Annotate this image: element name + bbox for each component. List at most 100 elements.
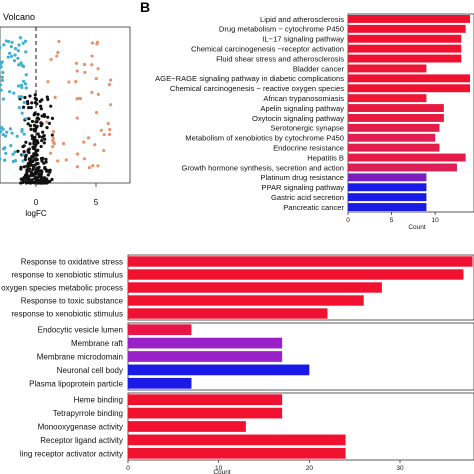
- volcano-point-down: [19, 61, 23, 65]
- volcano-point-down: [19, 83, 24, 87]
- volcano-point-up: [82, 157, 87, 161]
- volcano-point-ns: [35, 120, 39, 124]
- go-bar: [128, 308, 328, 319]
- volcano-point-ns: [19, 167, 23, 171]
- volcano-point-up: [99, 128, 103, 132]
- volcano-point-up: [82, 62, 87, 67]
- volcano-point-ns: [46, 173, 50, 177]
- kegg-category-label: Chemical carcinogenesis −receptor activa…: [191, 44, 344, 53]
- volcano-point-down: [8, 127, 13, 131]
- kegg-x-tick-label: 0: [346, 217, 350, 224]
- volcano-point-up: [75, 116, 79, 120]
- volcano-point-down: [22, 132, 26, 136]
- go-category-label: Membrane raft: [71, 339, 124, 348]
- go-category-label: Neuronal cell body: [57, 366, 123, 375]
- volcano-point-ns: [36, 132, 40, 136]
- kegg-category-label: Growth hormone synthesis, secretion and …: [181, 163, 344, 172]
- kegg-bar: [348, 183, 427, 192]
- volcano-point-down: [17, 106, 21, 110]
- volcano-point-up: [107, 83, 112, 87]
- volcano-point-up: [102, 148, 106, 153]
- volcano-point-ns: [45, 95, 49, 99]
- kegg-bar: [348, 113, 444, 122]
- volcano-point-down: [0, 82, 1, 86]
- volcano-point-down: [12, 59, 17, 63]
- volcano-point-ns: [29, 127, 33, 131]
- kegg-bar: [348, 133, 436, 142]
- volcano-point-down: [20, 129, 24, 134]
- volcano-point-down: [15, 134, 19, 138]
- go-bar: [128, 269, 464, 280]
- kegg-plot-frame: [347, 13, 474, 213]
- go-category-label: Membrane microdomain: [37, 353, 123, 362]
- volcano-point-ns: [34, 181, 38, 185]
- panel-b-label: B: [140, 0, 150, 15]
- volcano-point-down: [9, 144, 13, 148]
- volcano-point-ns: [26, 122, 30, 126]
- volcano-point-ns: [23, 173, 28, 177]
- volcano-point-ns: [45, 126, 49, 130]
- volcano-point-up: [75, 152, 80, 156]
- volcano-point-ns: [40, 135, 45, 139]
- kegg-bar: [348, 64, 427, 73]
- volcano-point-down: [11, 159, 15, 164]
- kegg-bar: [348, 44, 462, 53]
- kegg-category-label: Hepatitis B: [307, 153, 344, 162]
- volcano-point-down: [1, 133, 5, 137]
- go-category-label: response to xenobiotic stimulus: [11, 310, 123, 319]
- volcano-point-ns: [40, 98, 44, 102]
- volcano-point-ns: [30, 178, 34, 182]
- volcano-point-down: [16, 49, 20, 53]
- volcano-point-up: [74, 80, 78, 84]
- volcano-point-up: [109, 103, 113, 107]
- volcano-point-down: [0, 83, 3, 87]
- volcano-point-ns: [39, 156, 44, 161]
- volcano-point-ns: [35, 157, 39, 162]
- volcano-point-down: [0, 129, 3, 133]
- volcano-point-up: [53, 95, 57, 99]
- volcano-point-ns: [30, 154, 34, 158]
- volcano-point-up: [94, 76, 98, 81]
- kegg-category-label: African trypanosomiasis: [263, 94, 344, 103]
- kegg-bar: [348, 94, 427, 103]
- volcano-point-ns: [37, 174, 41, 178]
- volcano-point-down: [24, 86, 28, 90]
- volcano-point-up: [51, 129, 56, 134]
- volcano-point-ns: [40, 177, 44, 181]
- volcano-point-down: [1, 97, 6, 101]
- go-bar: [128, 282, 382, 293]
- volcano-point-down: [0, 60, 4, 64]
- volcano-point-down: [16, 84, 21, 88]
- go-x-tick-label: 10: [215, 465, 223, 472]
- volcano-point-ns: [33, 111, 37, 115]
- volcano-point-ns: [32, 153, 36, 157]
- go-category-label: Monooxygenase activity: [38, 423, 123, 432]
- volcano-point-ns: [28, 124, 33, 128]
- go-category-label: Response to oxidative stress: [21, 258, 123, 267]
- volcano-point-ns: [32, 173, 36, 177]
- volcano-point-ns: [40, 159, 44, 163]
- volcano-point-ns: [31, 159, 35, 164]
- kegg-bar: [348, 84, 470, 93]
- volcano-point-down: [6, 39, 11, 44]
- volcano-point-up: [76, 96, 81, 101]
- volcano-point-ns: [40, 170, 44, 174]
- go-bar-chart: Response to oxidative stress response to …: [1, 254, 474, 474]
- volcano-point-down: [3, 134, 8, 138]
- volcano-point-up: [90, 90, 94, 95]
- go-x-axis-label: Count: [213, 469, 231, 474]
- volcano-point-up: [45, 120, 49, 124]
- volcano-point-down: [8, 51, 12, 55]
- volcano-point-ns: [46, 169, 50, 173]
- volcano-point-down: [17, 63, 21, 67]
- volcano-point-ns: [29, 171, 34, 175]
- volcano-point-ns: [44, 160, 48, 164]
- volcano-point-ns: [27, 106, 31, 110]
- volcano-point-up: [90, 41, 95, 45]
- volcano-point-ns: [22, 144, 26, 148]
- go-category-label: Endocytic vesicle lumen: [38, 326, 123, 335]
- volcano-point-ns: [36, 112, 40, 117]
- volcano-point-up: [64, 158, 68, 162]
- volcano-point-up: [87, 165, 92, 170]
- kegg-category-label: Platinum drug resistance: [260, 173, 344, 182]
